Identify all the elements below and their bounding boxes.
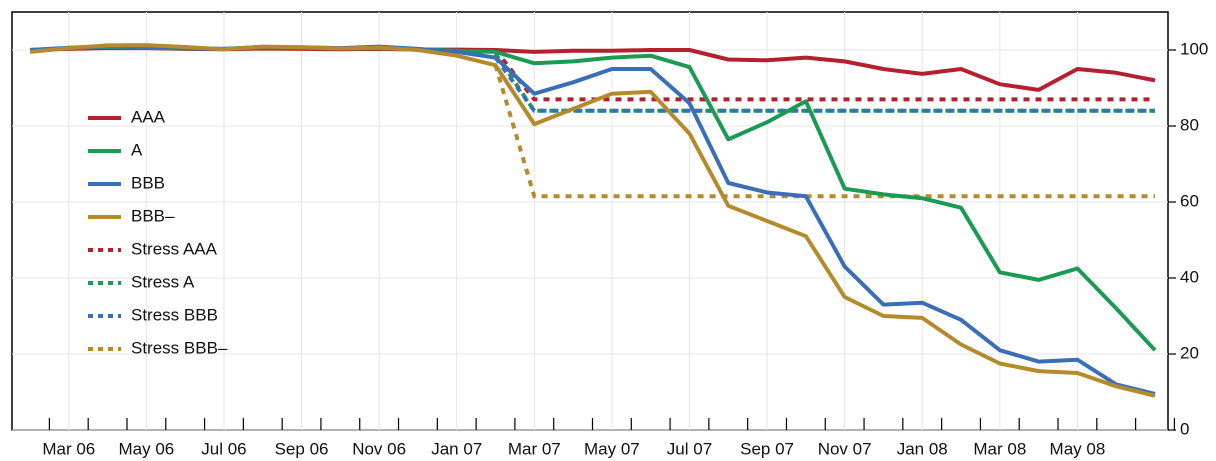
x-tick-label: Jan 08 xyxy=(897,439,948,458)
series-line xyxy=(493,48,1155,102)
x-tick-label: Sep 07 xyxy=(740,439,794,458)
x-tick-label: Sep 06 xyxy=(275,439,329,458)
series-line xyxy=(29,43,1156,398)
x-tick-label: Nov 06 xyxy=(352,439,406,458)
x-tick-label: Mar 06 xyxy=(42,439,95,458)
y-tick-label: 20 xyxy=(1180,343,1199,362)
x-tick-label: May 06 xyxy=(119,439,175,458)
legend-label: Stress A xyxy=(131,272,195,291)
x-tick-label: Nov 07 xyxy=(818,439,872,458)
series-line xyxy=(29,46,1156,92)
x-tick-label: Jan 07 xyxy=(431,439,482,458)
x-tick-label: May 07 xyxy=(584,439,640,458)
legend-label: Stress AAA xyxy=(131,239,218,258)
legend-label: AAA xyxy=(131,107,166,126)
y-tick-label: 40 xyxy=(1180,267,1199,286)
x-tick-label: Mar 07 xyxy=(508,439,561,458)
x-tick-label: Mar 08 xyxy=(973,439,1026,458)
y-tick-label: 80 xyxy=(1180,115,1199,134)
lines xyxy=(29,43,1157,398)
y-tick-label: 60 xyxy=(1180,191,1199,210)
legend-label: A xyxy=(131,140,143,159)
legend-label: Stress BBB xyxy=(131,305,218,324)
x-tick-label: Jul 07 xyxy=(667,439,712,458)
y-tick-label: 0 xyxy=(1180,419,1189,438)
legend-label: Stress BBB– xyxy=(131,338,228,357)
grid: 0 20 40 60 80 100 Mar 06 May 06 Jul 06 Sep 06 Nov … xyxy=(12,12,1208,458)
legend-label: BBB– xyxy=(131,206,175,225)
series-line xyxy=(493,56,1155,113)
x-tick-label: Jul 06 xyxy=(201,439,246,458)
legend-label: BBB xyxy=(131,173,165,192)
series-line xyxy=(493,64,1155,199)
x-tick-label: May 08 xyxy=(1050,439,1106,458)
y-tick-label: 100 xyxy=(1180,39,1208,58)
